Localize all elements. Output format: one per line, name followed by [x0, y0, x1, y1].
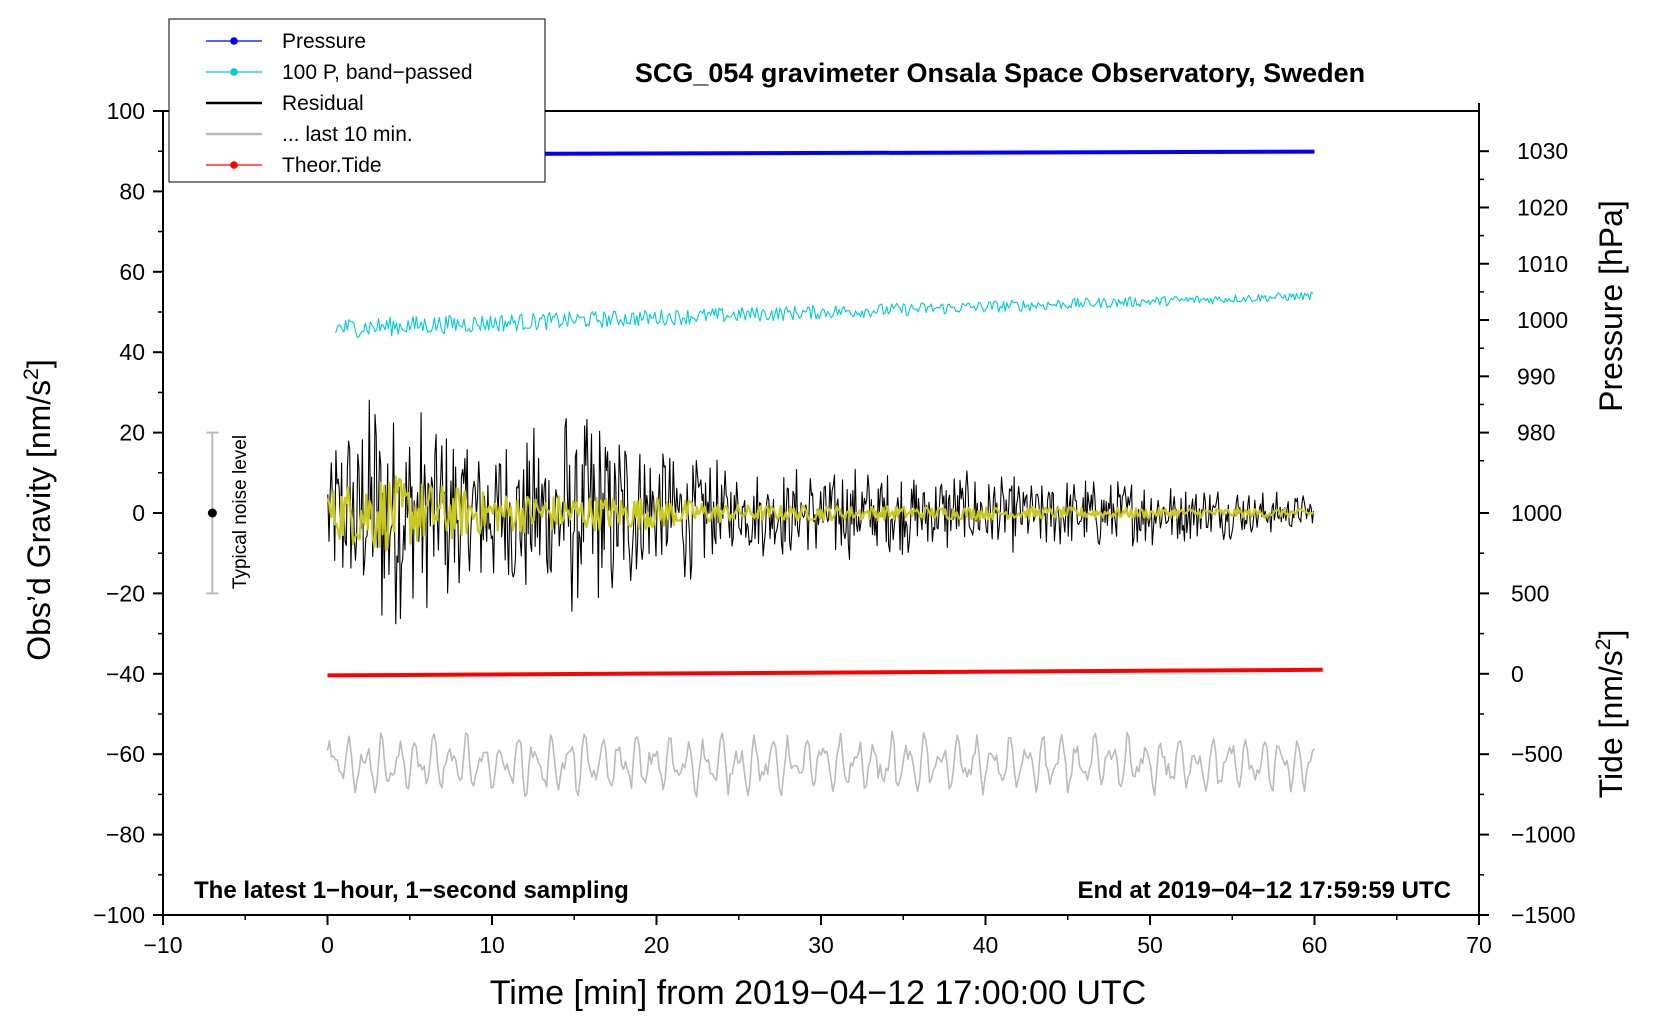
y-tick-label: 80: [119, 178, 145, 204]
legend-marker: [230, 37, 238, 45]
ylabel-tide-main: Tide [nm/s: [1593, 650, 1629, 798]
y-tick-label: 60: [119, 259, 145, 285]
pressure-tick-label: 1030: [1517, 138, 1568, 164]
pressure-tick-label: 1020: [1517, 194, 1568, 220]
x-tick-label: 0: [321, 932, 334, 958]
legend-label: ... last 10 min.: [282, 123, 413, 146]
ylabel-tide-sup: 2: [1592, 639, 1615, 651]
legend: Pressure 100 P, band−passed Residual ... la…: [168, 18, 546, 183]
legend-label: Theor.Tide: [282, 154, 382, 177]
x-tick-label: 30: [808, 932, 834, 958]
x-tick-label: 70: [1466, 932, 1492, 958]
series-layer: [326, 149, 1323, 798]
annotation-end-time: End at 2019−04−12 17:59:59 UTC: [1077, 877, 1451, 904]
y-tick-label: 0: [132, 500, 145, 526]
y-axis-label-left: Obs’d Gravity [nm/s2]: [20, 359, 57, 661]
tide-tick-label: −500: [1511, 741, 1563, 767]
tide-tick-label: 0: [1511, 661, 1524, 687]
y-tick-label: −60: [106, 741, 145, 767]
residual-smoothed-line: [327, 475, 1315, 552]
y-tick-label: 20: [119, 420, 145, 446]
tide-tick-label: −1500: [1511, 902, 1576, 928]
pressure-tick-label: 990: [1517, 363, 1555, 389]
chart-title: SCG_054 gravimeter Onsala Space Observat…: [635, 58, 1365, 88]
legend-label: Residual: [282, 92, 364, 115]
axes-layer: −10 0 10 20 30 40 50 60 70100806040200−20−40−60−…: [93, 98, 1575, 958]
y-tick-label: −80: [106, 822, 145, 848]
ylabel-left-main: Obs’d Gravity [nm/s: [21, 380, 57, 661]
tide-tick-label: −1000: [1511, 822, 1576, 848]
noise-level-label: Typical noise level: [230, 435, 251, 589]
legend-marker: [230, 161, 238, 169]
tide-tick-label: 500: [1511, 580, 1549, 606]
y-tick-label: −20: [106, 580, 145, 606]
ylabel-left-sup: 2: [20, 368, 43, 380]
x-tick-label: −10: [143, 932, 182, 958]
last-10-min-line: [326, 730, 1316, 798]
legend-label: 100 P, band−passed: [282, 61, 473, 84]
y-tick-label: −100: [93, 902, 145, 928]
x-tick-label: 20: [644, 932, 670, 958]
y-axis-label-tide: Tide [nm/s2]: [1592, 630, 1629, 799]
pressure-tick-label: 1000: [1517, 307, 1568, 333]
x-axis-label: Time [min] from 2019−04−12 17:00:00 UTC: [490, 974, 1146, 1012]
residual-line: [327, 399, 1315, 625]
y-tick-label: 100: [107, 98, 145, 124]
pressure-tick-label: 980: [1517, 420, 1555, 446]
legend-box: [168, 18, 546, 183]
legend-marker: [230, 68, 238, 76]
y-tick-label: 40: [119, 339, 145, 365]
noise-center-dot: [207, 508, 217, 518]
tide-tick-label: 1000: [1511, 500, 1562, 526]
y-axis-label-pressure: Pressure [hPa]: [1593, 200, 1629, 412]
annotation-sampling: The latest 1−hour, 1−second sampling: [194, 877, 629, 904]
pressure-bandpassed-line: [335, 291, 1314, 338]
ylabel-tide-end: ]: [1593, 630, 1629, 639]
ylabel-left-end: ]: [21, 359, 57, 368]
x-tick-label: 10: [479, 932, 505, 958]
pressure-tick-label: 1010: [1517, 251, 1568, 277]
legend-label: Pressure: [282, 30, 366, 53]
x-tick-label: 50: [1137, 932, 1163, 958]
x-tick-label: 60: [1302, 932, 1328, 958]
x-tick-label: 40: [973, 932, 999, 958]
noise-level-indicator: [206, 431, 219, 595]
tide-line: [327, 667, 1323, 678]
y-tick-label: −40: [106, 661, 145, 687]
